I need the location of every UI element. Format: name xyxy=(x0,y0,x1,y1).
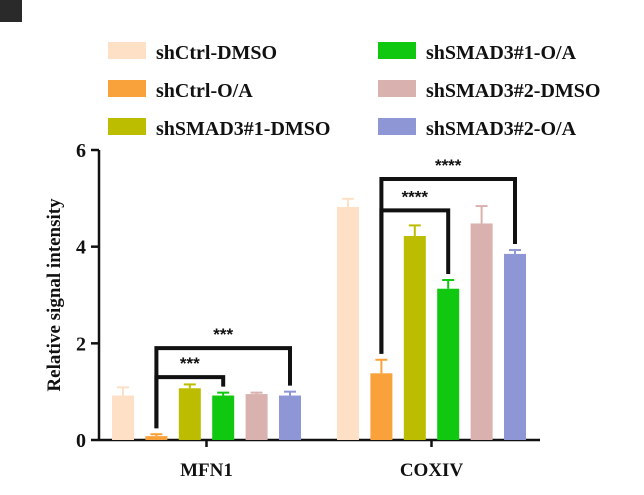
bar xyxy=(403,236,426,440)
x-tick-label: MFN1 xyxy=(180,460,233,481)
bar xyxy=(212,395,235,440)
significance-bracket xyxy=(154,346,292,429)
bar xyxy=(145,436,168,440)
significance-bracket xyxy=(379,177,517,354)
y-tick-label: 0 xyxy=(76,430,86,452)
y-axis-label: Relative signal intensity xyxy=(44,198,65,392)
legend-label: shSMAD3#2-DMSO xyxy=(426,80,600,102)
bar xyxy=(178,388,201,440)
legend: shCtrl-DMSO shCtrl-O/A shSMAD3#1-DMSO shSMA… xyxy=(108,42,600,140)
legend-label: shSMAD3#1-O/A xyxy=(426,42,577,64)
legend-label: shSMAD3#2-O/A xyxy=(426,118,577,140)
bar xyxy=(279,395,301,440)
legend-label: shCtrl-O/A xyxy=(156,80,253,102)
bar xyxy=(112,395,134,440)
y-tick-label: 4 xyxy=(76,237,86,259)
bar xyxy=(337,207,359,440)
panel-marker xyxy=(0,0,22,22)
significance-label: **** xyxy=(435,156,462,175)
significance-label: *** xyxy=(180,354,200,373)
bar xyxy=(470,223,493,440)
bar xyxy=(504,253,526,440)
significance-label: *** xyxy=(213,325,233,344)
bar xyxy=(370,373,393,440)
legend-swatch xyxy=(378,118,416,135)
legend-swatch xyxy=(378,42,416,59)
legend-swatch xyxy=(108,42,146,59)
y-tick-label: 6 xyxy=(76,140,86,162)
legend-label: shSMAD3#1-DMSO xyxy=(156,118,330,140)
bar xyxy=(245,394,268,440)
legend-swatch xyxy=(108,118,146,135)
y-tick-label: 2 xyxy=(76,333,86,355)
legend-label: shCtrl-DMSO xyxy=(156,42,277,64)
bar xyxy=(437,288,460,440)
legend-swatch xyxy=(378,80,416,97)
x-tick-label: COXIV xyxy=(400,460,464,481)
significance-label: **** xyxy=(402,187,429,206)
legend-swatch xyxy=(108,80,146,97)
